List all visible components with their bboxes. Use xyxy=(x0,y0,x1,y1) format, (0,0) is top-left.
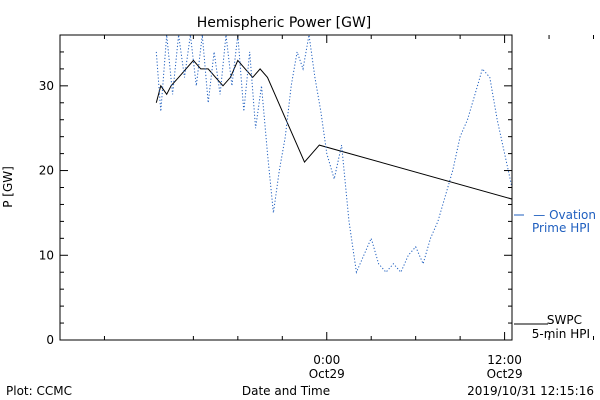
x-tick-label-date: Oct29 xyxy=(487,367,523,381)
legend-ovation-line2: Prime HPI xyxy=(532,221,590,235)
y-tick-label: 30 xyxy=(39,79,54,93)
plot-area: 01020300:00Oct2912:00Oct290:00Oct3012:00… xyxy=(39,34,595,381)
x-tick-label-time: 12:00 xyxy=(487,353,522,367)
plot-timestamp: 2019/10/31 12:15:16 xyxy=(467,384,594,398)
plot-credit: Plot: CCMC xyxy=(6,384,72,398)
series-line-swpc xyxy=(155,59,512,200)
chart-title: Hemispheric Power [GW] xyxy=(197,15,372,31)
legend-swpc-line2: 5-min HPI xyxy=(532,327,590,341)
plot-frame xyxy=(59,34,513,341)
x-tick-label-date: Oct29 xyxy=(309,367,345,381)
x-tick-label-time: 0:00 xyxy=(313,353,340,367)
legend-swpc-line1: SWPC xyxy=(547,313,582,327)
legend-ovation-line1: — Ovation xyxy=(533,208,596,222)
y-tick-label: 0 xyxy=(46,333,54,347)
y-tick-label: 10 xyxy=(39,248,54,262)
y-axis-label: P [GW] xyxy=(1,166,15,208)
series-line-ovation xyxy=(155,35,512,275)
y-tick-label: 20 xyxy=(39,164,54,178)
x-axis-label: Date and Time xyxy=(242,384,330,398)
